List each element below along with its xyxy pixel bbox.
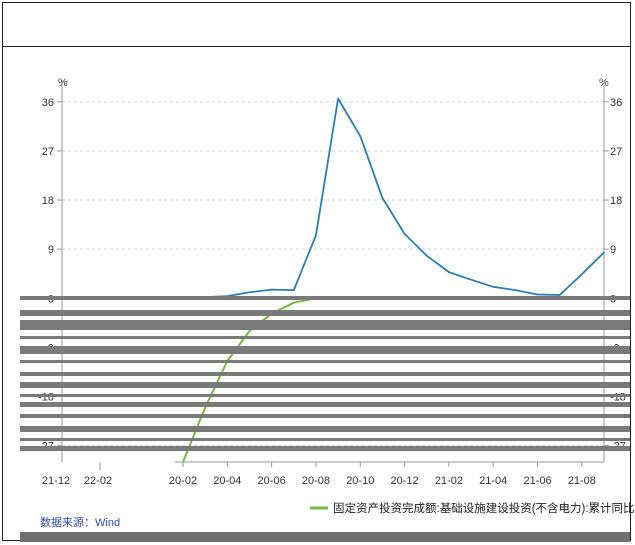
x-tick-label-left-panel: 22-02 [84,475,112,487]
data-point [492,286,495,288]
y-tick-label-right: 36 [610,97,622,109]
data-point [581,273,583,276]
series-line-0 [205,97,605,299]
x-tick-label: 20-06 [258,475,286,487]
x-tick-label: 21-08 [568,475,596,487]
y-tick-label-left: 18 [42,195,54,207]
y-unit-left: % [58,77,68,89]
x-tick-label: 20-04 [213,475,241,487]
y-tick-label-right: -9 [610,342,620,354]
data-point [226,295,229,297]
chart-frame [2,2,631,541]
y-tick-label-left: -9 [44,342,54,354]
x-tick-label: 20-08 [302,475,330,487]
x-tick-label: 21-04 [479,475,507,487]
data-point [603,251,605,254]
y-tick-label-right: -27 [610,441,626,453]
y-tick-label-left: 36 [42,97,54,109]
data-point [270,288,273,291]
data-point [337,97,339,100]
y-tick-label-left: 9 [48,244,54,256]
data-point [425,254,428,257]
y-tick-label-right: -18 [610,392,626,404]
y-tick-label-right: 18 [610,195,622,207]
header-band [3,3,630,47]
data-point [204,406,206,409]
data-point [558,294,561,296]
y-tick-label-left: -27 [38,441,54,453]
data-point [248,291,251,294]
y-tick-label-right: 9 [610,244,616,256]
x-tick-label-left-panel: 21-12 [42,475,70,487]
y-tick-label-left: 27 [42,146,54,158]
y-tick-label-right: 0 [610,293,616,305]
data-point [292,289,295,291]
y-tick-label-left: 0 [48,293,54,305]
data-point [226,360,229,362]
legend-label: 固定资产投资完成额:基础设施建设投资(不含电力):累计同比 [333,501,635,515]
data-point [248,330,251,332]
y-tick-label-right: 27 [610,146,622,158]
data-point [270,312,273,315]
y-tick-label-left: -18 [38,392,54,404]
data-point [381,197,384,199]
data-point [514,289,517,291]
x-tick-label: 20-10 [346,475,374,487]
x-tick-label: 20-02 [169,475,197,487]
data-point [470,278,472,281]
data-point [182,461,184,463]
data-point [315,234,317,237]
x-tick-label: 20-12 [391,475,419,487]
x-tick-label: 21-02 [435,475,463,487]
data-point [448,271,450,273]
data-source: 数据来源：Wind [40,517,121,529]
bottom-bar [20,532,630,542]
data-point [204,296,206,298]
x-tick-label: 21-06 [523,475,551,487]
data-point [403,233,406,235]
legend: 固定资产投资完成额:基础设施建设投资(不含电力):累计同比 [310,501,635,515]
data-point [315,297,317,300]
data-point [292,301,295,304]
data-point [359,135,362,138]
data-point [536,293,539,296]
series-line-1 [182,297,317,463]
